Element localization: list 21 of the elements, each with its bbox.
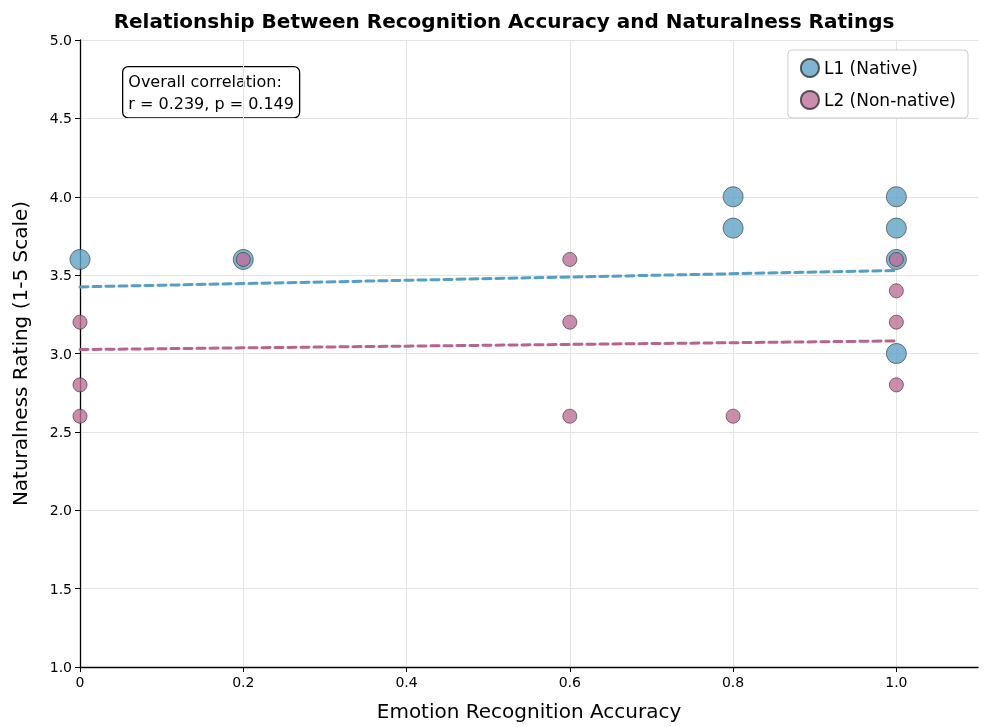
legend-label: L1 (Native): [823, 58, 918, 78]
y-tick-label: 4.5: [49, 110, 72, 127]
chart-title: Relationship Between Recognition Accuracy and Naturalness Ratings: [113, 9, 895, 33]
y-axis-title: Naturalness Rating (1-5 Scale): [8, 200, 32, 507]
y-tick-label: 1.5: [49, 580, 72, 597]
x-tick-label: 0.6: [558, 674, 582, 690]
y-tick-label: 4.0: [49, 188, 72, 205]
x-tick-label: 1.0: [885, 674, 908, 690]
y-tick-label: 1.0: [49, 659, 72, 675]
y-tick-label: 2.0: [49, 502, 72, 519]
annotation: Overall correlation: r = 0.239, p = 0.149: [128, 71, 294, 113]
x-tick-label: 0.8: [721, 674, 745, 690]
legend-label: L2 (Non-native): [823, 90, 957, 110]
x-tick-label: 0.2: [232, 674, 255, 690]
y-tick-label: 3.0: [49, 345, 72, 362]
x-axis-title: Emotion Recognition Accuracy: [376, 699, 682, 723]
x-tick-label: 0: [75, 674, 85, 690]
y-tick-label: 2.5: [49, 423, 72, 440]
y-tick-label: 5.0: [49, 32, 72, 48]
y-tick-label: 3.5: [49, 267, 72, 284]
x-tick-label: 0.4: [395, 674, 418, 690]
